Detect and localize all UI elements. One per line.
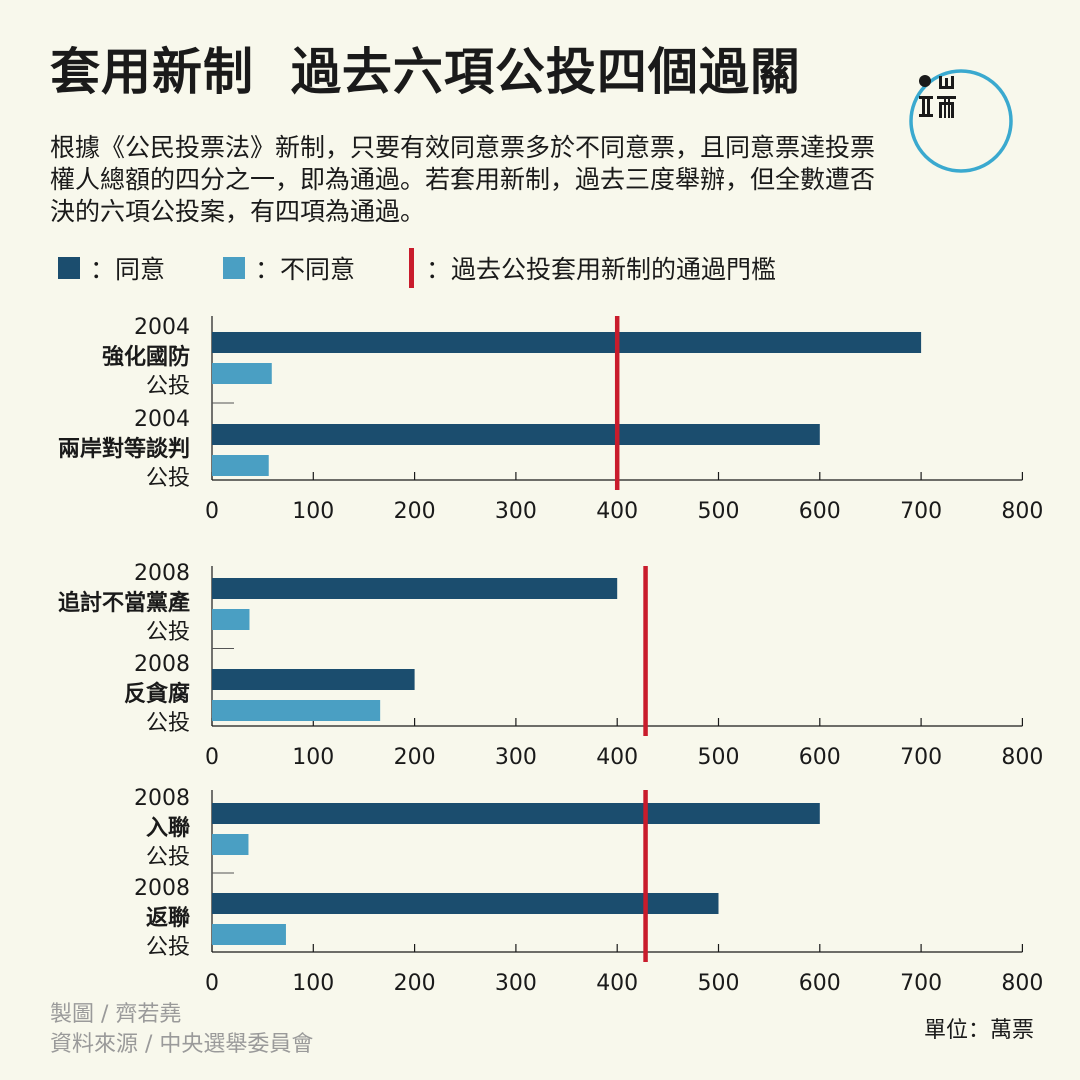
intro-text: 根據《公民投票法》新制，只要有效同意票多於不同意票，且同意票達投票權人總額的四分…	[50, 133, 876, 226]
agree-swatch	[58, 257, 80, 279]
x-tick-label: 700	[900, 971, 942, 996]
referendum-year: 2004	[134, 315, 190, 340]
referendum-year: 2004	[134, 407, 190, 432]
legend-threshold-label: ：過去公投套用新制的通過門檻	[426, 255, 777, 284]
credit-text: 製圖 / 齊若堯	[50, 1002, 182, 1027]
disagree-bar	[212, 834, 249, 855]
x-tick-label: 600	[799, 499, 841, 524]
legend-item-disagree: ：不同意	[215, 250, 355, 286]
x-tick-label: 200	[394, 499, 436, 524]
x-tick-label: 800	[1001, 499, 1043, 524]
disagree-bar	[212, 455, 269, 476]
referendum-year: 2008	[134, 561, 190, 586]
x-tick-label: 200	[394, 745, 436, 770]
referendum-suffix: 公投	[146, 711, 190, 736]
referendum-name: 兩岸對等談判	[58, 436, 190, 462]
x-tick-label: 700	[900, 499, 942, 524]
agree-bar	[212, 669, 415, 690]
disagree-bar	[212, 363, 272, 384]
legend-item-agree: ：同意	[50, 250, 165, 286]
x-tick-label: 100	[292, 499, 334, 524]
footer: 製圖 / 齊若堯 資料來源 / 中央選舉委員會	[50, 1000, 313, 1060]
legend-item-threshold: ：過去公投套用新制的通過門檻	[405, 248, 776, 288]
agree-bar	[212, 893, 719, 914]
agree-bar	[212, 578, 618, 599]
referendum-suffix: 公投	[146, 935, 190, 960]
referendum-year: 2008	[134, 786, 190, 811]
x-tick-label: 0	[205, 745, 219, 770]
x-tick-label: 800	[1001, 745, 1043, 770]
referendum-suffix: 公投	[146, 845, 190, 870]
legend: ：同意 ：不同意 ：過去公投套用新制的通過門檻	[50, 248, 826, 288]
referendum-name: 強化國防	[102, 344, 190, 370]
x-tick-label: 300	[495, 499, 537, 524]
x-tick-label: 200	[394, 971, 436, 996]
chart-title: 套用新制 過去六項公投四個過關	[50, 42, 801, 101]
referendum-suffix: 公投	[146, 374, 190, 399]
x-tick-label: 600	[799, 971, 841, 996]
source-text: 資料來源 / 中央選舉委員會	[50, 1032, 314, 1057]
disagree-bar	[212, 700, 381, 721]
x-tick-label: 300	[495, 745, 537, 770]
x-tick-label: 100	[292, 745, 334, 770]
x-tick-label: 500	[698, 971, 740, 996]
x-tick-label: 400	[596, 971, 638, 996]
disagree-bar	[212, 924, 286, 945]
referendum-suffix: 公投	[146, 620, 190, 645]
logo-icon	[909, 69, 1013, 173]
referendum-name: 入聯	[146, 816, 190, 841]
referendum-name: 反貪腐	[124, 681, 190, 707]
legend-agree-label: ：同意	[90, 255, 166, 284]
x-tick-label: 100	[292, 971, 334, 996]
x-tick-label: 300	[495, 971, 537, 996]
x-tick-label: 800	[1001, 971, 1043, 996]
x-tick-label: 0	[205, 499, 219, 524]
disagree-bar	[212, 609, 250, 630]
referendum-suffix: 公投	[146, 466, 190, 491]
threshold-swatch	[409, 248, 415, 288]
referendum-year: 2008	[134, 652, 190, 677]
referendum-name: 追討不當黨產	[58, 590, 190, 616]
x-tick-label: 500	[698, 745, 740, 770]
x-tick-label: 400	[596, 499, 638, 524]
agree-bar	[212, 424, 820, 445]
x-tick-label: 400	[596, 745, 638, 770]
x-tick-label: 0	[205, 971, 219, 996]
legend-disagree-label: ：不同意	[255, 255, 356, 284]
x-tick-label: 700	[900, 745, 942, 770]
agree-bar	[212, 803, 820, 824]
x-tick-label: 500	[698, 499, 740, 524]
referendum-name: 返聯	[146, 906, 190, 931]
x-tick-label: 600	[799, 745, 841, 770]
referendum-year: 2008	[134, 876, 190, 901]
unit-label: 單位：萬票	[924, 1018, 1035, 1043]
agree-bar	[212, 332, 922, 353]
disagree-swatch	[223, 257, 246, 279]
